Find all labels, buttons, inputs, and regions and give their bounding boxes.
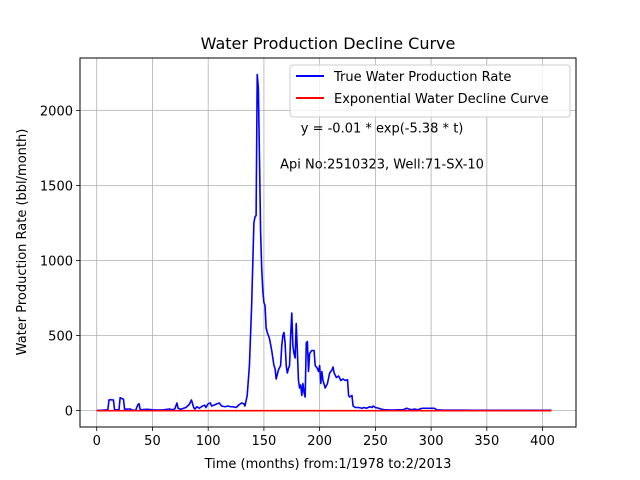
y-axis-label: Water Production Rate (bbl/month) (15, 129, 30, 356)
true-water-rate-line (96, 73, 552, 412)
legend-entry-label: Exponential Water Decline Curve (334, 92, 549, 107)
y-tick-label: 1000 (40, 255, 73, 270)
annotations: y = -0.01 * exp(-5.38 * t) Api No:2510323… (280, 121, 484, 172)
x-tick-label: 300 (419, 434, 444, 449)
x-tick-label: 100 (196, 434, 221, 449)
x-grid-lines (96, 58, 543, 427)
chart-title: Water Production Decline Curve (201, 34, 456, 53)
x-tick-label: 150 (251, 434, 276, 449)
x-tick-label: 50 (144, 434, 161, 449)
legend-box (289, 64, 571, 118)
legend: True Water Production Rate Exponential Wa… (289, 64, 571, 118)
x-tick-label: 200 (307, 434, 332, 449)
x-tick-label: 250 (363, 434, 388, 449)
y-tick-label: 0 (65, 405, 73, 420)
y-tick-label: 500 (48, 330, 73, 345)
x-axis-label: Time (months) from:1/1978 to:2/2013 (204, 457, 452, 472)
series-layer (96, 73, 552, 412)
equation-annotation: y = -0.01 * exp(-5.38 * t) (301, 121, 464, 136)
y-tick-label: 2000 (40, 105, 73, 120)
x-tick-label: 350 (474, 434, 499, 449)
y-tick-label: 1500 (40, 180, 73, 195)
legend-entry-label: True Water Production Rate (333, 70, 511, 85)
x-tick-label: 400 (530, 434, 555, 449)
y-axis-ticks: 0 500 1000 1500 2000 (40, 105, 80, 420)
x-tick-label: 0 (93, 434, 101, 449)
well-info-annotation: Api No:2510323, Well:71-SX-10 (280, 157, 484, 172)
x-axis-ticks: 0 50 100 150 200 250 300 350 400 (93, 427, 555, 449)
plot-frame (79, 57, 577, 428)
